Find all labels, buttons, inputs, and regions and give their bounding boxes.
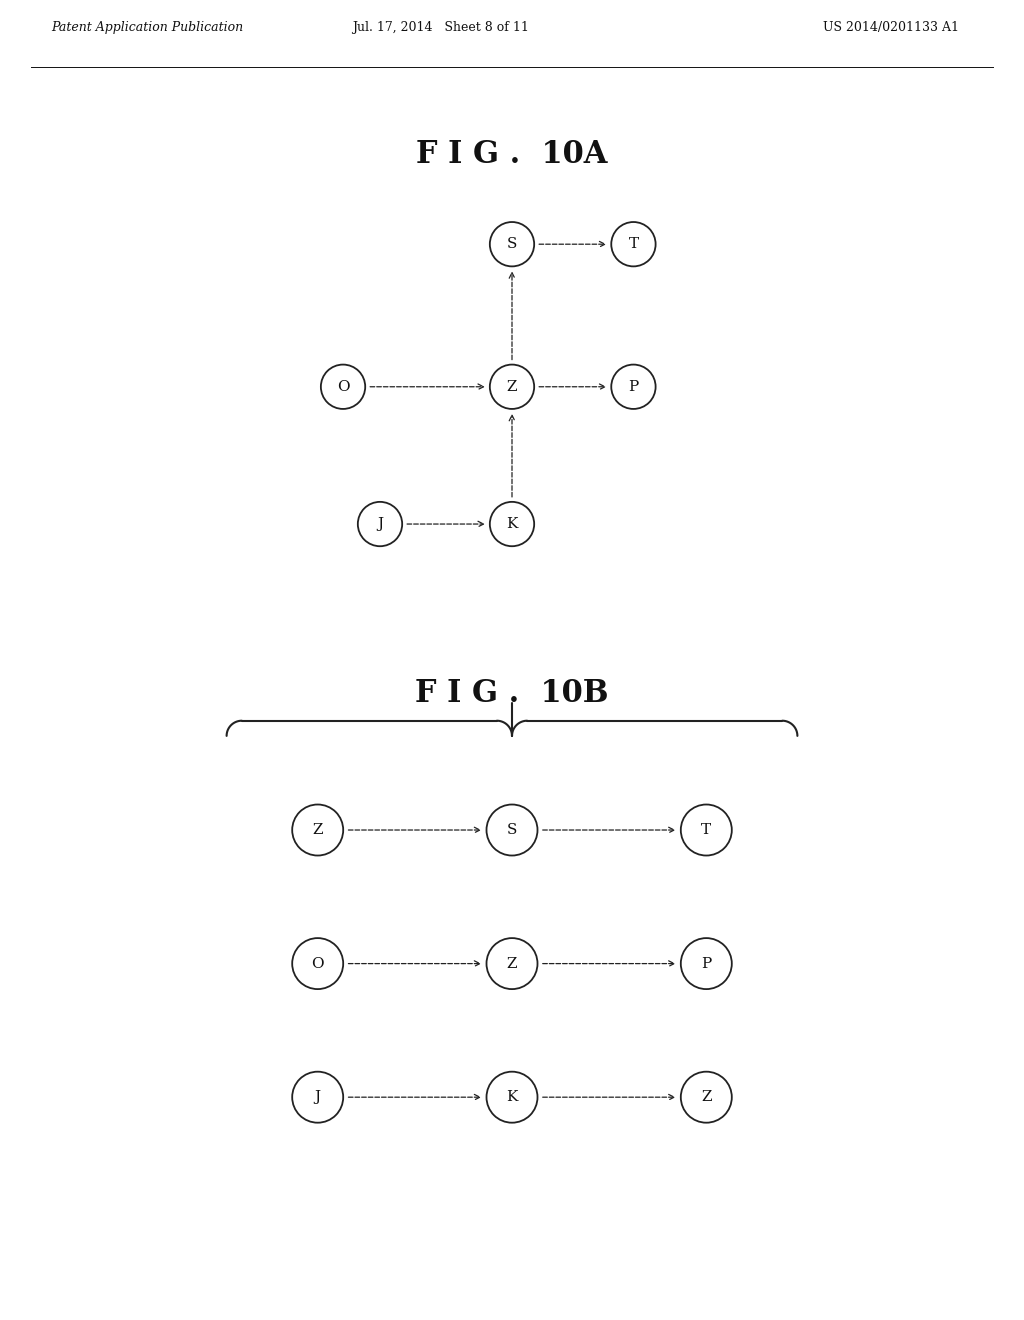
Ellipse shape [489,222,535,267]
Text: F I G .  10B: F I G . 10B [416,678,608,709]
Ellipse shape [486,939,538,989]
Ellipse shape [681,804,732,855]
Text: S: S [507,822,517,837]
Ellipse shape [486,804,538,855]
Ellipse shape [292,804,343,855]
Text: P: P [629,380,639,393]
Text: Patent Application Publication: Patent Application Publication [51,21,244,34]
Ellipse shape [321,364,366,409]
Text: T: T [701,822,712,837]
Text: US 2014/0201133 A1: US 2014/0201133 A1 [823,21,958,34]
Text: T: T [629,238,639,251]
Text: Z: Z [701,1090,712,1105]
Ellipse shape [681,1072,732,1123]
Ellipse shape [489,364,535,409]
Ellipse shape [486,1072,538,1123]
Ellipse shape [681,939,732,989]
Ellipse shape [489,502,535,546]
Text: O: O [311,957,324,970]
Ellipse shape [292,939,343,989]
Text: O: O [337,380,349,393]
Text: J: J [314,1090,321,1105]
Text: Z: Z [507,957,517,970]
Ellipse shape [357,502,402,546]
Text: K: K [506,517,518,531]
Ellipse shape [611,222,655,267]
Text: J: J [377,517,383,531]
Ellipse shape [611,364,655,409]
Text: S: S [507,238,517,251]
Ellipse shape [292,1072,343,1123]
Text: K: K [506,1090,518,1105]
Text: Z: Z [507,380,517,393]
Text: Z: Z [312,822,323,837]
Text: F I G .  10A: F I G . 10A [417,139,607,169]
Text: P: P [701,957,712,970]
Text: Jul. 17, 2014   Sheet 8 of 11: Jul. 17, 2014 Sheet 8 of 11 [352,21,528,34]
